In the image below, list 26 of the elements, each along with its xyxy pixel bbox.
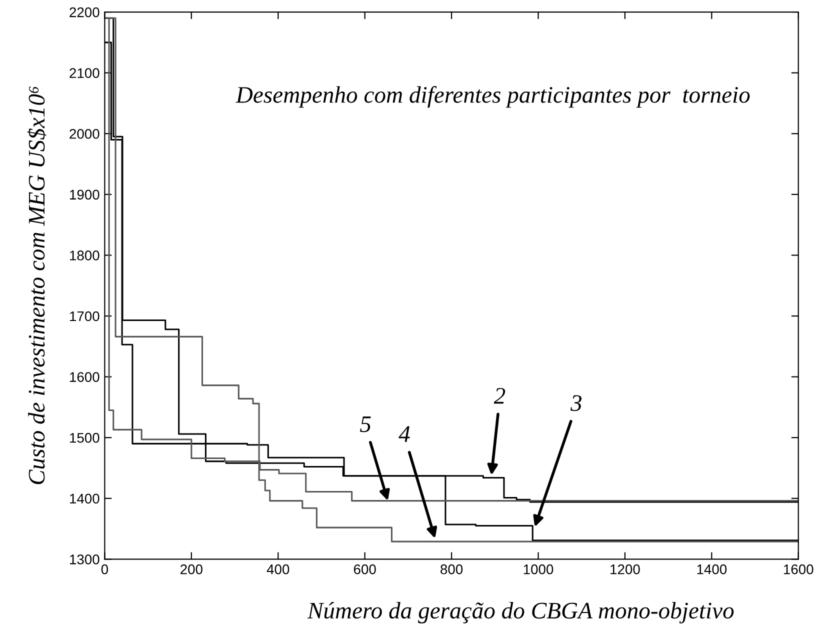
annotation: 3 xyxy=(570,395,582,412)
annotation: 4 xyxy=(398,426,410,442)
annotation: 2 xyxy=(494,388,506,404)
y-tick-label: 2100 xyxy=(70,68,100,78)
x-tick-label: 0 xyxy=(101,564,108,574)
x-tick-label: 400 xyxy=(266,564,290,574)
x-tick-label: 1200 xyxy=(610,564,640,574)
x-tick-label: 600 xyxy=(354,564,376,574)
y-tick-label: 1900 xyxy=(70,190,100,200)
x-tick-label: 1600 xyxy=(784,564,814,574)
y-tick-label: 1300 xyxy=(70,554,100,564)
y-tick-label: 1800 xyxy=(70,250,100,260)
x-tick-label: 800 xyxy=(440,564,463,574)
x-axis-title: Número da geração do CBGA mono-objetivo xyxy=(307,602,734,624)
y-axis-title: Custo de investimento com MEG US$x10⁶ xyxy=(27,86,46,484)
x-tick-label: 1000 xyxy=(524,564,554,574)
x-tick-label: 1400 xyxy=(697,564,727,574)
y-tick-label: 1400 xyxy=(70,494,100,504)
x-tick-label: 200 xyxy=(180,564,202,574)
y-tick-label: 2200 xyxy=(70,7,100,18)
y-tick-label: 2000 xyxy=(70,128,100,139)
y-tick-label: 1700 xyxy=(70,311,100,322)
annotation: 5 xyxy=(360,416,371,432)
y-tick-label: 1500 xyxy=(70,432,100,443)
y-tick-label: 1600 xyxy=(70,372,100,382)
annotation: Desempenho com diferentes participantes por torneio xyxy=(236,86,750,108)
